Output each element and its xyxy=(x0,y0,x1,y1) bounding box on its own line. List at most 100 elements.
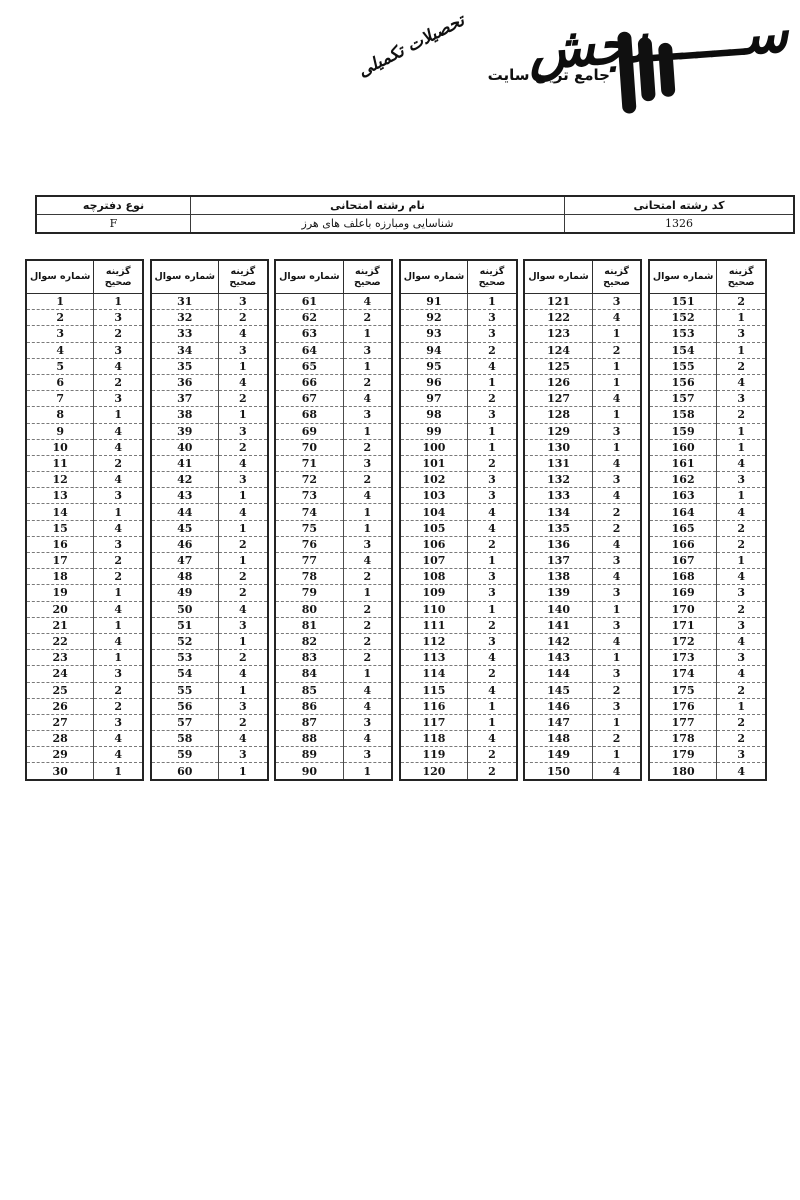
answer-row: 106 2 xyxy=(399,535,518,554)
question-number-cell: 171 xyxy=(648,616,718,634)
answer-row: 169 3 xyxy=(648,584,767,602)
question-number-cell: 140 xyxy=(523,600,593,618)
answer-row: 71 3 xyxy=(274,454,393,473)
correct-option-cell: 4 xyxy=(591,454,642,473)
correct-option-cell: 3 xyxy=(591,584,642,602)
correct-option-cell: 2 xyxy=(217,309,269,327)
correct-option-cell: 4 xyxy=(467,519,518,537)
correct-option-cell: 1 xyxy=(93,649,144,667)
correct-option-cell: 4 xyxy=(217,503,269,521)
question-number-cell: 77 xyxy=(274,551,344,570)
answer-row: 88 4 xyxy=(274,730,393,748)
answer-row: 21 1 xyxy=(25,616,144,634)
question-number-cell: 127 xyxy=(523,390,593,408)
answer-row: 10 4 xyxy=(25,438,144,456)
logo-tagline: جامع ترین سایت xyxy=(487,66,610,84)
correct-option-cell: 3 xyxy=(467,487,518,505)
question-number-cell: 34 xyxy=(150,341,219,359)
correct-option-cell: 1 xyxy=(342,503,393,521)
question-number-cell: 175 xyxy=(648,681,718,699)
answer-row: 87 3 xyxy=(274,713,393,732)
correct-option-cell: 4 xyxy=(716,503,767,521)
question-number-cell: 49 xyxy=(150,584,219,602)
answer-row: 45 1 xyxy=(150,519,269,537)
correct-option-cell: 4 xyxy=(467,649,518,667)
answer-row: 84 1 xyxy=(274,665,393,683)
question-number-cell: 164 xyxy=(648,503,718,521)
answer-row: 79 1 xyxy=(274,584,393,602)
correct-option-cell: 4 xyxy=(467,681,518,699)
question-number-cell: 147 xyxy=(523,713,593,732)
booklet-type-label: نوع دفترچه xyxy=(35,195,191,215)
correct-option-cell: 1 xyxy=(467,373,518,392)
question-number-cell: 136 xyxy=(523,535,593,554)
answer-row: 172 4 xyxy=(648,632,767,651)
correct-option-cell: 1 xyxy=(342,357,393,375)
question-number-cell: 166 xyxy=(648,535,718,554)
answer-row: 43 1 xyxy=(150,487,269,505)
answer-row: 70 2 xyxy=(274,438,393,456)
answer-row: 94 2 xyxy=(399,341,518,359)
correct-option-cell: 2 xyxy=(591,681,642,699)
question-number-cell: 33 xyxy=(150,325,219,343)
answer-row: 143 1 xyxy=(523,649,642,667)
question-number-cell: 3 xyxy=(25,325,95,343)
answer-row: 29 4 xyxy=(25,746,144,764)
answer-row: 121 3 xyxy=(523,292,642,311)
correct-option-cell: 1 xyxy=(217,681,269,699)
correct-option-cell: 1 xyxy=(591,713,642,732)
correct-option-cell: 2 xyxy=(716,406,767,424)
question-number-cell: 160 xyxy=(648,438,718,456)
answer-row: 95 4 xyxy=(399,357,518,375)
answer-row: 127 4 xyxy=(523,390,642,408)
answer-row: 145 2 xyxy=(523,681,642,699)
correct-option-cell: 4 xyxy=(342,551,393,570)
answer-row: 12 4 xyxy=(25,471,144,489)
answer-row: 20 4 xyxy=(25,600,144,618)
question-number-cell: 101 xyxy=(399,454,469,473)
correct-option-cell: 3 xyxy=(716,616,767,634)
question-number-cell: 131 xyxy=(523,454,593,473)
answer-row: 176 1 xyxy=(648,697,767,715)
correct-option-cell: 3 xyxy=(217,422,269,440)
correct-option-cell: 2 xyxy=(716,600,767,618)
answer-row: 75 1 xyxy=(274,519,393,537)
answer-row: 56 3 xyxy=(150,697,269,715)
answer-row: 76 3 xyxy=(274,535,393,554)
correct-option-cell: 1 xyxy=(93,584,144,602)
question-number-cell: 118 xyxy=(399,730,469,748)
correct-option-cell: 3 xyxy=(591,292,642,311)
question-number-cell: 81 xyxy=(274,616,344,634)
question-number-cell: 1 xyxy=(25,292,95,311)
question-number-cell: 89 xyxy=(274,746,344,764)
answer-row: 160 1 xyxy=(648,438,767,456)
answer-row: 165 2 xyxy=(648,519,767,537)
answer-row: 15 4 xyxy=(25,519,144,537)
question-number-cell: 124 xyxy=(523,341,593,359)
question-number-cell: 109 xyxy=(399,584,469,602)
answer-row: 35 1 xyxy=(150,357,269,375)
correct-option-cell: 4 xyxy=(217,373,269,392)
answer-row: 32 2 xyxy=(150,309,269,327)
answer-row: 144 3 xyxy=(523,665,642,683)
question-number-cell: 176 xyxy=(648,697,718,715)
answer-row: 150 4 xyxy=(523,762,642,781)
question-number-cell: 130 xyxy=(523,438,593,456)
question-number-cell: 173 xyxy=(648,649,718,667)
answer-row: 129 3 xyxy=(523,422,642,440)
correct-option-cell: 2 xyxy=(93,697,144,715)
answer-row: 100 1 xyxy=(399,438,518,456)
correct-option-cell: 4 xyxy=(591,535,642,554)
answer-row: 27 3 xyxy=(25,713,144,732)
correct-option-cell: 1 xyxy=(217,487,269,505)
correct-option-cell: 3 xyxy=(467,325,518,343)
question-number-cell: 70 xyxy=(274,438,344,456)
question-number-cell: 125 xyxy=(523,357,593,375)
question-number-cell: 17 xyxy=(25,551,95,570)
question-number-cell: 27 xyxy=(25,713,95,732)
answer-row: 116 1 xyxy=(399,697,518,715)
correct-option-cell: 3 xyxy=(93,665,144,683)
